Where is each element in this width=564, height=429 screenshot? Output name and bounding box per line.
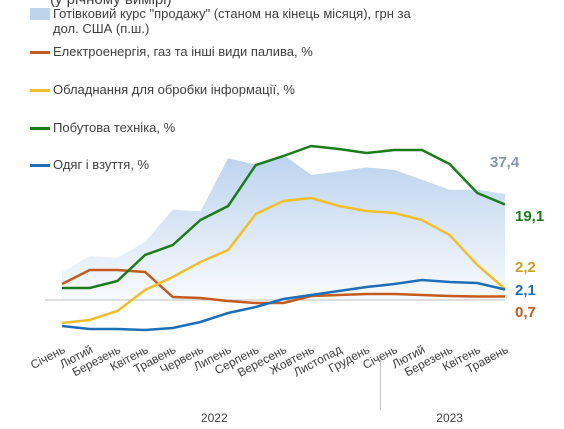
legend-item: Побутова техніка, % bbox=[30, 120, 175, 135]
legend-label: Готівковий курс "продажу" (станом на кін… bbox=[53, 6, 411, 36]
value-label: 19,1 bbox=[515, 208, 544, 225]
area bbox=[62, 154, 505, 300]
legend-label: Одяг і взуття, % bbox=[53, 157, 150, 172]
line bbox=[61, 268, 505, 305]
subtitle: (у річному вимірі) bbox=[50, 0, 172, 8]
legend-item: Обладнання для обробки інформації, % bbox=[30, 82, 295, 97]
legend-swatch bbox=[30, 89, 50, 92]
legend-label: Побутова техніка, % bbox=[53, 120, 176, 135]
legend-label: Електроенергія, газ та інші види палива,… bbox=[53, 44, 313, 59]
line bbox=[61, 196, 506, 325]
legend-label: Обладнання для обробки інформації, % bbox=[53, 82, 295, 97]
legend-swatch bbox=[30, 51, 50, 54]
value-label: 37,4 bbox=[490, 154, 520, 171]
legend-item: Одяг і взуття, % bbox=[30, 157, 149, 172]
legend-swatch bbox=[30, 127, 50, 130]
legend-swatch bbox=[30, 8, 50, 20]
value-label: 2,2 bbox=[515, 259, 536, 276]
value-label: 2,1 bbox=[515, 282, 536, 299]
legend-item: Готівковий курс "продажу" (станом на кін… bbox=[30, 6, 438, 36]
value-label: 0,7 bbox=[515, 304, 536, 321]
line bbox=[61, 278, 506, 332]
legend-swatch bbox=[30, 164, 50, 167]
line bbox=[62, 144, 506, 290]
year-label: 2022 bbox=[201, 411, 228, 425]
legend-item: Електроенергія, газ та інші види палива,… bbox=[30, 44, 313, 59]
year-label: 2023 bbox=[436, 411, 463, 425]
